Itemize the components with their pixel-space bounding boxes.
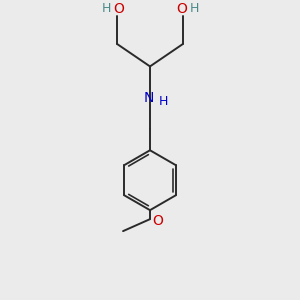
Text: O: O [113,2,124,16]
Text: H: H [159,95,168,108]
Text: H: H [102,2,111,15]
Text: O: O [152,214,163,228]
Text: H: H [190,2,199,15]
Text: N: N [143,91,154,105]
Text: O: O [176,2,187,16]
